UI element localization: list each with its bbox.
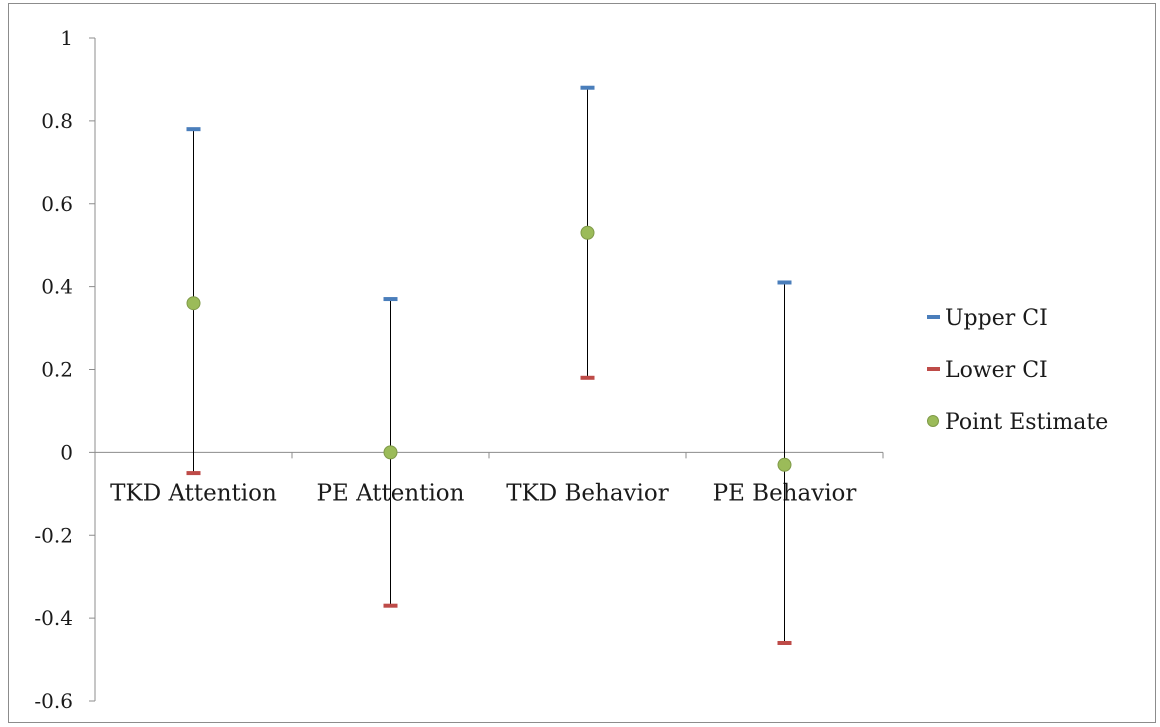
y-tick-label: -0.4 <box>34 606 73 630</box>
x-tick-label: TKD Attention <box>110 480 277 506</box>
y-tick-label: 0.8 <box>41 109 73 133</box>
lower-ci-marker <box>777 640 792 645</box>
point-estimate-marker <box>580 225 595 240</box>
x-tick-label: TKD Behavior <box>506 480 669 506</box>
legend-swatch <box>927 315 940 319</box>
chart-area: 1 0.8 0.6 0.4 0.2 0 -0.2 -0.4 -0.6 TKD Attention P… <box>8 3 1156 723</box>
point-estimate-marker <box>186 296 201 311</box>
y-tick-label: 0 <box>60 440 73 464</box>
y-tick-label: 0.4 <box>41 275 73 299</box>
y-tick-label: -0.6 <box>34 689 73 713</box>
upper-ci-marker <box>186 127 201 132</box>
chart-marks <box>186 85 792 645</box>
y-tick-label: 0.2 <box>41 358 73 382</box>
point-estimate-marker <box>777 457 792 472</box>
point-estimate-marker <box>383 445 398 460</box>
chart-plot: 1 0.8 0.6 0.4 0.2 0 -0.2 -0.4 -0.6 TKD Attention P… <box>34 26 1108 713</box>
y-tick-label: 1 <box>60 26 73 50</box>
lower-ci-marker <box>383 603 398 608</box>
error-bars <box>193 87 785 643</box>
legend: Upper CI Lower CI Point Estimate <box>927 306 1108 435</box>
legend-label: Upper CI <box>945 306 1048 331</box>
upper-ci-marker <box>777 280 792 285</box>
lower-ci-marker <box>186 471 201 476</box>
y-tick-label: 0.6 <box>41 192 73 216</box>
upper-ci-marker <box>580 85 595 90</box>
legend-label: Point Estimate <box>945 410 1108 435</box>
lower-ci-marker <box>580 375 595 380</box>
legend-swatch <box>927 367 940 371</box>
upper-ci-marker <box>383 297 398 302</box>
y-tick-label: -0.2 <box>34 523 73 547</box>
legend-swatch <box>927 415 939 427</box>
legend-label: Lower CI <box>945 358 1048 383</box>
